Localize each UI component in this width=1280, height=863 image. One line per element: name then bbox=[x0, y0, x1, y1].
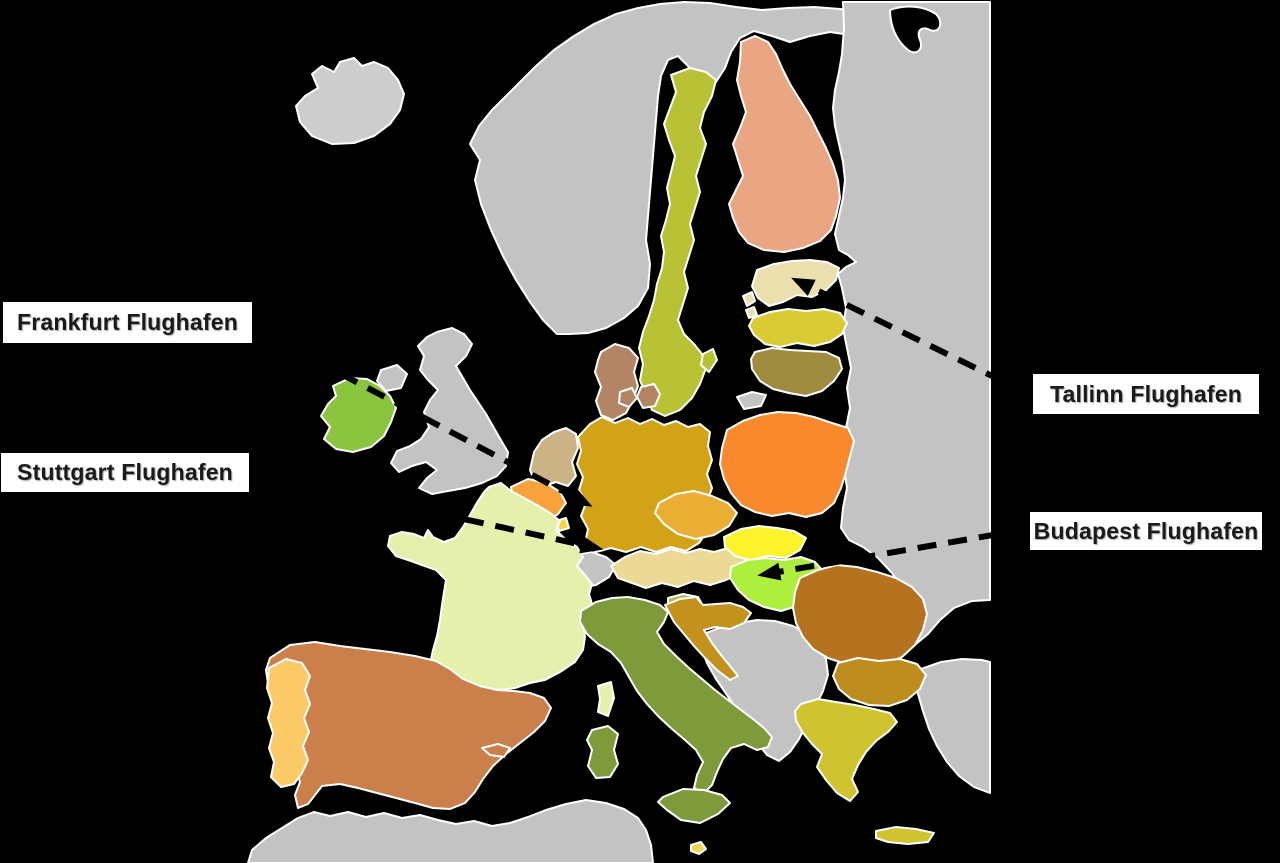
country-estonia-island-saaremaa bbox=[742, 291, 756, 307]
country-bulgaria bbox=[832, 657, 927, 707]
country-corsica bbox=[597, 681, 615, 717]
country-austria bbox=[610, 547, 748, 589]
country-romania bbox=[792, 564, 928, 668]
country-sicily bbox=[657, 788, 731, 824]
country-estonia-island-hiiumaa bbox=[745, 306, 758, 319]
country-united-kingdom bbox=[390, 327, 509, 495]
country-finland bbox=[728, 35, 841, 253]
arrow-tallinn bbox=[791, 277, 1033, 398]
arrow-frankfurt bbox=[256, 327, 593, 507]
country-crete bbox=[875, 826, 935, 845]
country-iceland bbox=[295, 57, 405, 145]
country-malta bbox=[690, 841, 707, 855]
country-russia-ukraine-belarus bbox=[832, 1, 991, 645]
arrow-budapest bbox=[757, 526, 1029, 581]
country-estonia bbox=[751, 259, 840, 307]
country-denmark bbox=[594, 343, 639, 421]
country-sardinia bbox=[586, 725, 619, 779]
label-stuttgart-airport: Stuttgart Flughafen bbox=[1, 453, 249, 492]
country-greece bbox=[794, 698, 898, 802]
country-ireland bbox=[320, 377, 397, 453]
label-budapest-airport: Budapest Flughafen bbox=[1030, 512, 1262, 550]
country-portugal bbox=[266, 658, 311, 788]
country-gotland bbox=[700, 348, 718, 373]
country-lithuania bbox=[750, 347, 843, 397]
country-denmark-funen bbox=[618, 387, 638, 408]
country-sweden bbox=[638, 67, 717, 417]
country-poland bbox=[719, 411, 855, 518]
country-north-africa bbox=[247, 799, 654, 863]
country-italy bbox=[579, 596, 773, 794]
country-denmark-zealand bbox=[636, 383, 661, 409]
country-slovakia bbox=[723, 525, 807, 561]
label-frankfurt-airport: Frankfurt Flughafen bbox=[3, 302, 252, 343]
country-czechia bbox=[654, 490, 738, 540]
country-balearic-islands bbox=[481, 743, 511, 758]
label-tallinn-airport: Tallinn Flughafen bbox=[1033, 374, 1259, 414]
arrow-stuttgart bbox=[252, 470, 604, 554]
country-turkey bbox=[915, 658, 991, 794]
country-kaliningrad bbox=[736, 391, 767, 410]
country-latvia bbox=[748, 308, 848, 348]
white-sea bbox=[889, 5, 942, 54]
country-croatia bbox=[664, 596, 752, 681]
country-northern-ireland bbox=[376, 364, 408, 392]
